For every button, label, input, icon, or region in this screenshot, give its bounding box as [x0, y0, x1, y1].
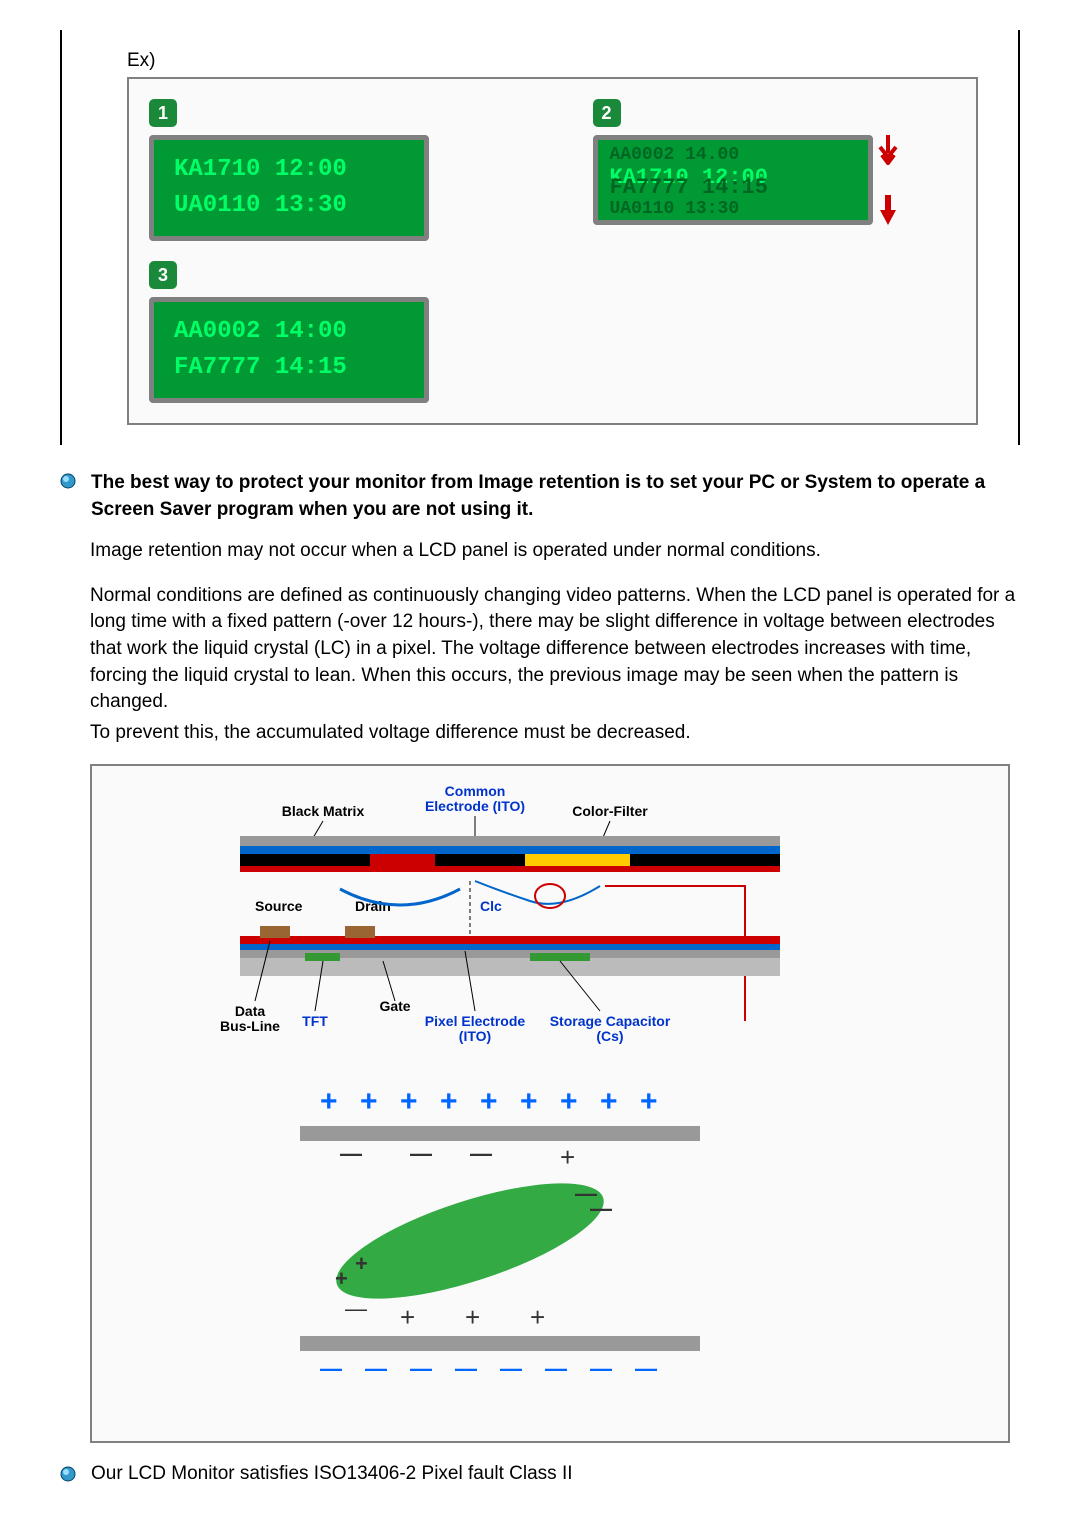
badge-3: 3 — [149, 261, 177, 289]
footer-text: Our LCD Monitor satisfies ISO13406-2 Pix… — [91, 1463, 573, 1485]
example-2: 2 AA0002 14.00 KA1710 12:00 FA7777 14:15… — [593, 99, 957, 241]
svg-text:+: + — [600, 1085, 618, 1118]
label-tft: TFT — [302, 1013, 328, 1029]
panel-2-bottom: UA0110 13:30 — [610, 200, 856, 220]
example-3: 3 AA0002 14:00 FA7777 14:15 — [149, 261, 956, 403]
panel-1-line-2: UA0110 13:30 — [174, 188, 404, 224]
badge-2: 2 — [593, 99, 621, 127]
svg-text:+: + — [440, 1085, 458, 1118]
label-data-bus-2: Bus-Line — [220, 1018, 280, 1034]
panel-3: AA0002 14:00 FA7777 14:15 — [149, 297, 429, 403]
panel-1: KA1710 12:00 UA0110 13:30 — [149, 135, 429, 241]
label-pixel-electrode: Pixel Electrode — [425, 1013, 526, 1029]
label-color-filter: Color-Filter — [572, 803, 648, 819]
bullet-icon — [60, 473, 76, 489]
svg-text:+: + — [355, 1251, 368, 1276]
arrow-down-icon — [878, 135, 898, 165]
label-gate: Gate — [379, 998, 410, 1014]
svg-text:—: — — [340, 1141, 362, 1166]
content-border: Ex) 1 KA1710 12:00 UA0110 13:30 2 AA0002… — [60, 30, 1020, 445]
label-common-electrode: Common — [445, 783, 506, 799]
panel-3-line-2: FA7777 14:15 — [174, 350, 404, 386]
label-pixel-electrode-2: (ITO) — [459, 1028, 491, 1044]
svg-text:—: — — [410, 1356, 432, 1381]
svg-text:+: + — [640, 1085, 658, 1118]
svg-text:—: — — [590, 1356, 612, 1381]
svg-text:+: + — [465, 1302, 480, 1332]
svg-text:—: — — [635, 1356, 657, 1381]
bullet-heading: The best way to protect your monitor fro… — [60, 470, 1020, 523]
panel-2-top: AA0002 14.00 — [610, 146, 856, 166]
svg-text:—: — — [345, 1296, 367, 1321]
svg-text:—: — — [470, 1141, 492, 1166]
paragraph-2: Normal conditions are defined as continu… — [90, 583, 1020, 716]
label-data-bus: Data — [235, 1003, 266, 1019]
badge-1: 1 — [149, 99, 177, 127]
svg-text:—: — — [500, 1356, 522, 1381]
svg-text:+: + — [560, 1142, 575, 1172]
example-box: 1 KA1710 12:00 UA0110 13:30 2 AA0002 14.… — [127, 77, 978, 425]
svg-text:—: — — [455, 1356, 477, 1381]
footer-section: Our LCD Monitor satisfies ISO13406-2 Pix… — [60, 1463, 1020, 1485]
panel-2-overlay: FA7777 14:15 — [610, 176, 856, 200]
lcd-diagram-svg: Common Electrode (ITO) Black Matrix Colo… — [107, 781, 993, 1421]
svg-text:+: + — [560, 1085, 578, 1118]
scroll-arrows — [878, 135, 898, 225]
arrow-down-icon — [878, 195, 898, 225]
lcd-diagram: Common Electrode (ITO) Black Matrix Colo… — [90, 764, 1010, 1443]
svg-text:+: + — [480, 1085, 498, 1118]
label-common-electrode-2: Electrode (ITO) — [425, 798, 525, 814]
paragraph-1: Image retention may not occur when a LCD… — [90, 538, 1020, 565]
svg-text:+: + — [400, 1085, 418, 1118]
panel-2: AA0002 14.00 KA1710 12:00 FA7777 14:15 U… — [593, 135, 873, 225]
label-clc: Clc — [480, 898, 502, 914]
svg-text:+: + — [400, 1302, 415, 1332]
panel-1-line-1: KA1710 12:00 — [174, 152, 404, 188]
label-source: Source — [255, 898, 303, 914]
svg-text:—: — — [590, 1196, 612, 1221]
panel-3-line-1: AA0002 14:00 — [174, 314, 404, 350]
paragraph-3: To prevent this, the accumulated voltage… — [90, 720, 1020, 747]
svg-text:+: + — [520, 1085, 538, 1118]
svg-text:+: + — [320, 1085, 338, 1118]
label-black-matrix: Black Matrix — [282, 803, 365, 819]
label-storage-cap: Storage Capacitor — [550, 1013, 671, 1029]
label-storage-cap-2: (Cs) — [596, 1028, 623, 1044]
heading-text: The best way to protect your monitor fro… — [91, 470, 1020, 523]
example-1: 1 KA1710 12:00 UA0110 13:30 — [149, 99, 513, 241]
svg-text:+: + — [360, 1085, 378, 1118]
svg-text:—: — — [320, 1356, 342, 1381]
bullet-icon — [60, 1466, 76, 1482]
svg-text:—: — — [545, 1356, 567, 1381]
svg-text:+: + — [530, 1302, 545, 1332]
svg-text:—: — — [410, 1141, 432, 1166]
example-label: Ex) — [127, 50, 988, 72]
svg-text:+: + — [335, 1266, 348, 1291]
svg-text:—: — — [365, 1356, 387, 1381]
